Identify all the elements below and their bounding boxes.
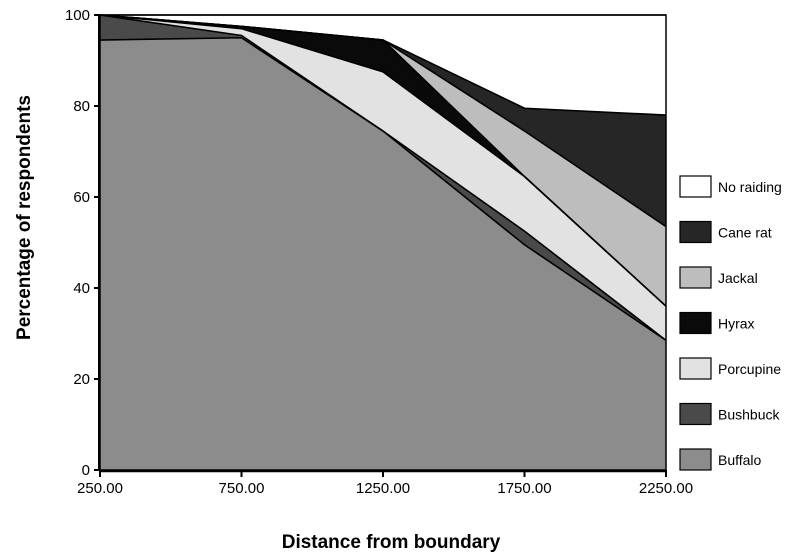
area-edge-bushbuck: [99, 14, 667, 341]
legend-label-porcupine: Porcupine: [718, 361, 781, 377]
legend-swatch-cane-rat: [679, 220, 712, 244]
legend-swatch-buffalo: [679, 448, 712, 471]
area-porcupine: [100, 15, 666, 341]
legend-swatch-no-raiding: [679, 175, 712, 198]
legend: No raiding Cane rat Jackal Hyrax Porcupine Bu…: [679, 175, 782, 471]
x-tick-label: 1750.00: [497, 480, 551, 497]
axes: 0 20 40 60 80 100 250.00 750.00 1250.00 1750.00 22…: [65, 7, 693, 497]
legend-label-hyrax: Hyrax: [718, 316, 755, 332]
area-no-raiding: [100, 15, 666, 116]
y-tick-label: 40: [73, 280, 90, 297]
area-edge-cane-rat: [99, 14, 667, 116]
legend-swatch-bushbuck: [679, 402, 712, 426]
y-tick-label: 80: [73, 98, 90, 115]
legend-label-no-raiding: No raiding: [718, 179, 782, 195]
y-tick-label: 60: [73, 189, 90, 206]
area-buffalo: [100, 37, 666, 470]
x-tick-label: 2250.00: [639, 480, 693, 497]
plot-area: [99, 14, 667, 470]
legend-swatch-porcupine: [679, 357, 712, 380]
x-tick-label: 750.00: [219, 480, 265, 497]
x-tick-label: 250.00: [77, 480, 123, 497]
y-tick-label: 0: [82, 462, 90, 479]
legend-swatch-hyrax: [679, 311, 712, 335]
legend-swatch-jackal: [679, 266, 712, 289]
y-tick-label: 20: [73, 371, 90, 388]
legend-label-cane-rat: Cane rat: [718, 225, 772, 241]
area-cane-rat: [100, 15, 666, 227]
x-tick-label: 1250.00: [356, 480, 410, 497]
x-axis-title: Distance from boundary: [282, 532, 501, 552]
legend-label-buffalo: Buffalo: [718, 452, 762, 468]
y-tick-label: 100: [65, 7, 90, 24]
legend-label-jackal: Jackal: [718, 270, 758, 286]
y-axis-title: Percentage of respondents: [14, 95, 35, 340]
legend-label-bushbuck: Bushbuck: [718, 407, 780, 423]
area-jackal: [100, 15, 666, 307]
